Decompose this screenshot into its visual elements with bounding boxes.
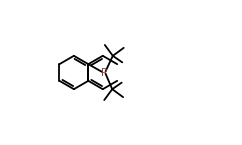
Text: P: P [101, 68, 107, 77]
